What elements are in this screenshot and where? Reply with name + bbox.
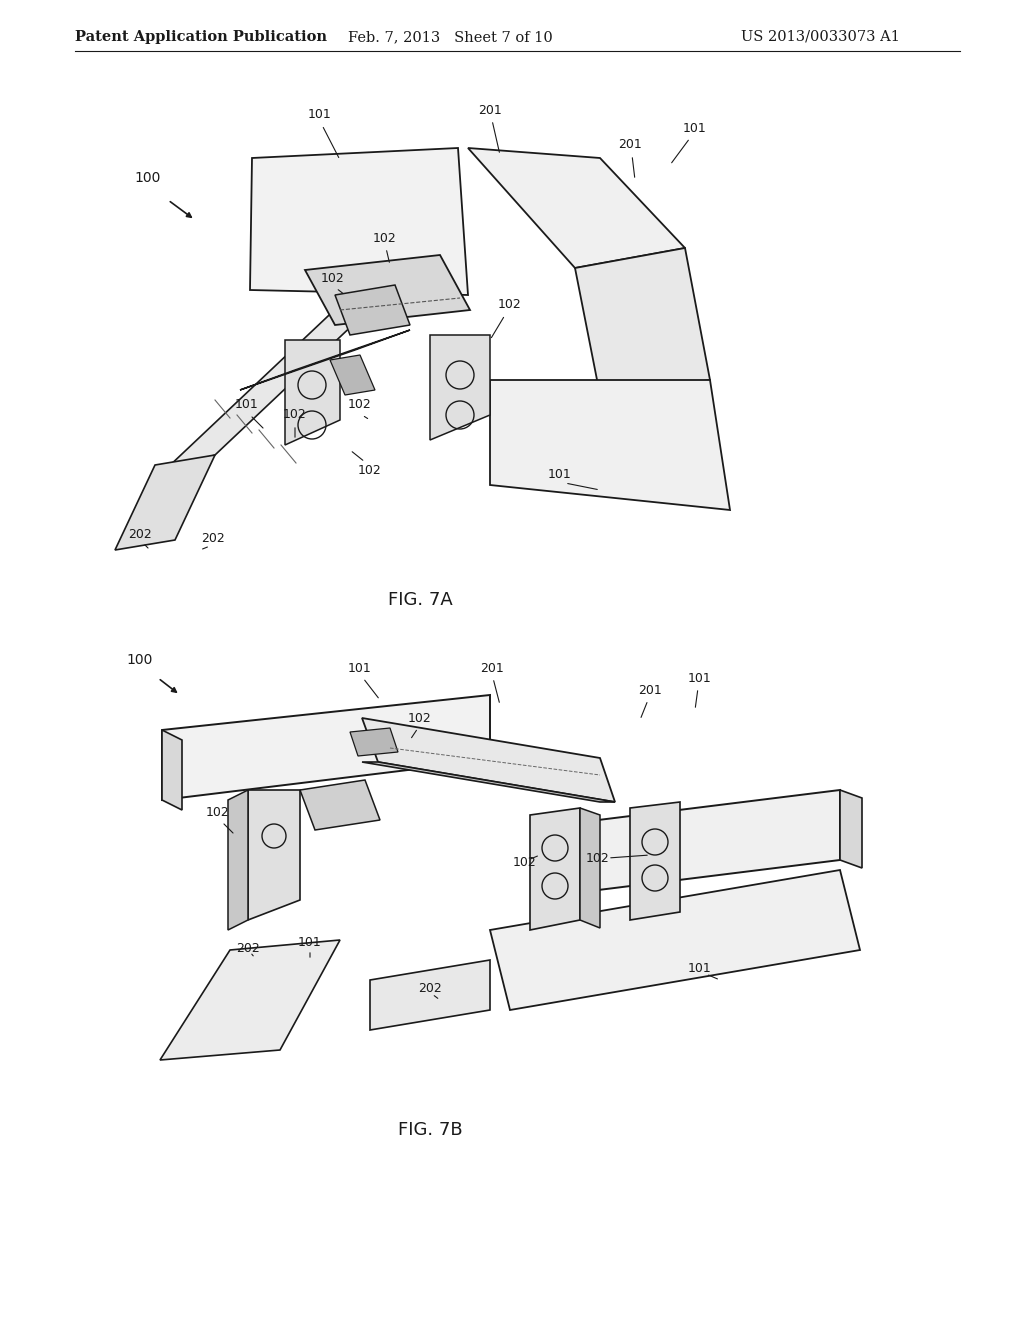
Polygon shape	[228, 789, 248, 931]
Text: 101: 101	[236, 399, 259, 412]
Text: 202: 202	[418, 982, 442, 994]
Text: 100: 100	[127, 653, 154, 667]
Text: FIG. 7A: FIG. 7A	[388, 591, 453, 609]
Polygon shape	[430, 335, 490, 440]
Polygon shape	[362, 718, 615, 803]
Text: 100: 100	[135, 172, 161, 185]
Polygon shape	[248, 789, 300, 920]
Text: 202: 202	[237, 941, 260, 954]
Text: 201: 201	[618, 139, 642, 152]
Text: 102: 102	[283, 408, 307, 421]
Text: 102: 102	[409, 711, 432, 725]
Polygon shape	[162, 730, 182, 810]
Polygon shape	[490, 870, 860, 1010]
Polygon shape	[350, 729, 398, 756]
Text: 102: 102	[373, 231, 397, 244]
Polygon shape	[490, 380, 730, 510]
Text: 102: 102	[586, 851, 610, 865]
Polygon shape	[305, 255, 470, 325]
Polygon shape	[240, 330, 410, 389]
Text: 201: 201	[480, 661, 504, 675]
Text: 102: 102	[498, 298, 522, 312]
Text: 101: 101	[298, 936, 322, 949]
Text: Feb. 7, 2013   Sheet 7 of 10: Feb. 7, 2013 Sheet 7 of 10	[347, 30, 552, 44]
Polygon shape	[115, 455, 215, 550]
Polygon shape	[285, 341, 340, 445]
Text: Patent Application Publication: Patent Application Publication	[75, 30, 327, 44]
Text: 102: 102	[348, 399, 372, 412]
Polygon shape	[362, 762, 615, 803]
Polygon shape	[300, 780, 380, 830]
Polygon shape	[250, 148, 468, 294]
Text: 201: 201	[638, 684, 662, 697]
Text: US 2013/0033073 A1: US 2013/0033073 A1	[741, 30, 900, 44]
Polygon shape	[160, 940, 340, 1060]
Text: 101: 101	[688, 961, 712, 974]
Text: 102: 102	[322, 272, 345, 285]
Text: 101: 101	[348, 661, 372, 675]
Text: FIG. 7B: FIG. 7B	[397, 1121, 462, 1139]
Text: 202: 202	[128, 528, 152, 541]
Text: 101: 101	[688, 672, 712, 685]
Polygon shape	[530, 808, 580, 931]
Polygon shape	[335, 285, 410, 335]
Polygon shape	[630, 803, 680, 920]
Text: 201: 201	[478, 103, 502, 116]
Text: 102: 102	[206, 805, 229, 818]
Polygon shape	[575, 248, 710, 395]
Text: 101: 101	[683, 121, 707, 135]
Text: 102: 102	[513, 855, 537, 869]
Polygon shape	[162, 696, 490, 800]
Polygon shape	[558, 789, 840, 895]
Polygon shape	[468, 148, 685, 268]
Polygon shape	[330, 355, 375, 395]
Text: 102: 102	[358, 463, 382, 477]
Text: 202: 202	[201, 532, 225, 544]
Polygon shape	[165, 285, 395, 470]
Text: 101: 101	[308, 108, 332, 121]
Polygon shape	[580, 808, 600, 928]
Text: 101: 101	[548, 469, 571, 482]
Polygon shape	[370, 960, 490, 1030]
Polygon shape	[840, 789, 862, 869]
